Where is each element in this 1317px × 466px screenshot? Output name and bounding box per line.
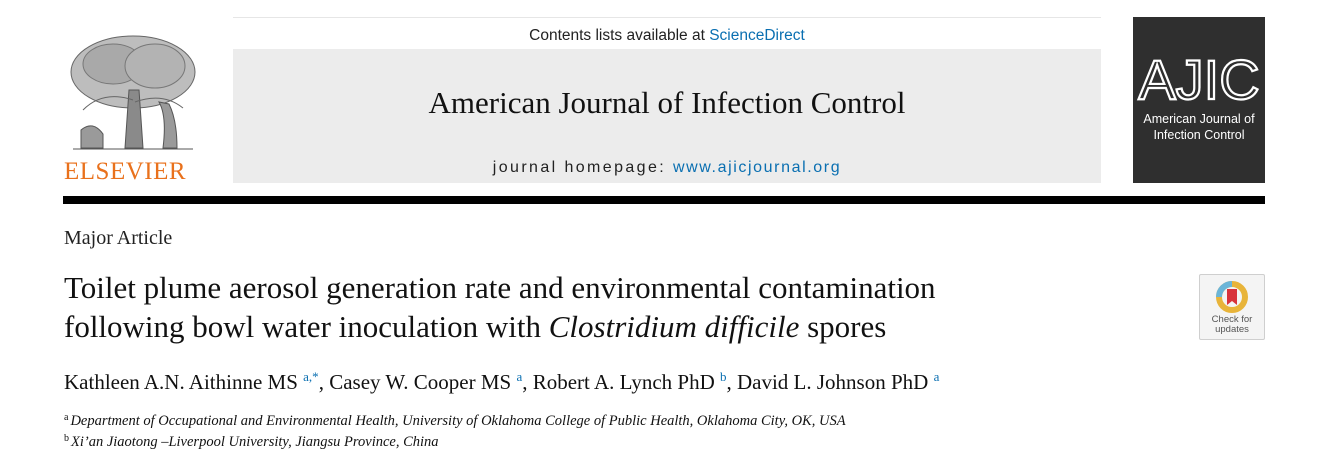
check-label-line2: updates xyxy=(1215,324,1249,335)
author-list: Kathleen A.N. Aithinne MS a,*, Casey W. … xyxy=(64,369,939,395)
check-for-updates-label: Check for updates xyxy=(1200,315,1264,335)
title-line-2-pre: following bowl water inoculation with xyxy=(64,309,541,344)
affiliation-mark: b xyxy=(64,433,69,444)
header-rule xyxy=(63,196,1265,204)
elsevier-wordmark: ELSEVIER xyxy=(64,158,187,185)
article-type: Major Article xyxy=(64,227,173,249)
elsevier-tree-icon xyxy=(70,35,196,150)
ajic-subtitle-line2: Infection Control xyxy=(1153,128,1245,142)
author-name: Kathleen A.N. Aithinne MS xyxy=(64,370,298,394)
author-name: David L. Johnson PhD xyxy=(736,370,929,394)
banner-top-rule xyxy=(233,17,1101,18)
author[interactable]: Casey W. Cooper MS a, xyxy=(329,369,533,394)
affiliation-text: Xi’an Jiaotong –Liverpool University, Ji… xyxy=(71,434,439,450)
ajic-subtitle-line1: American Journal of xyxy=(1143,112,1255,126)
title-line-2-post: spores xyxy=(807,309,887,344)
ajic-logo-icon: AJIC xyxy=(1137,47,1261,107)
title-organism: Clostridium difficile xyxy=(548,309,800,344)
homepage-line: journal homepage: www.ajicjournal.org xyxy=(233,159,1101,177)
crossmark-icon xyxy=(1216,281,1248,313)
author[interactable]: David L. Johnson PhD a xyxy=(736,369,940,394)
contents-prefix: Contents lists available at xyxy=(529,27,705,44)
affiliation-mark: a xyxy=(64,412,69,423)
ajic-subtitle: American Journal of Infection Control xyxy=(1133,111,1265,143)
article-title: Toilet plume aerosol generation rate and… xyxy=(64,268,1144,346)
check-for-updates-button[interactable]: Check for updates xyxy=(1199,274,1265,340)
homepage-link[interactable]: www.ajicjournal.org xyxy=(672,159,842,176)
author-affil-mark[interactable]: a,* xyxy=(303,369,319,384)
affiliation-text: Department of Occupational and Environme… xyxy=(70,413,846,429)
affiliation: b Xi’an Jiaotong –Liverpool University, J… xyxy=(64,433,439,451)
contents-line: Contents lists available at ScienceDirec… xyxy=(233,27,1101,49)
author-affil-mark[interactable]: a xyxy=(933,369,940,384)
affiliation: a Department of Occupational and Environm… xyxy=(64,412,846,430)
ajic-abbrev: AJIC xyxy=(1138,48,1259,107)
elsevier-logo xyxy=(63,30,203,186)
check-label-line1: Check for xyxy=(1211,314,1253,325)
journal-banner: Contents lists available at ScienceDirec… xyxy=(233,27,1101,183)
sciencedirect-link[interactable]: ScienceDirect xyxy=(709,27,805,44)
title-line-1: Toilet plume aerosol generation rate and… xyxy=(64,270,936,305)
author[interactable]: Kathleen A.N. Aithinne MS a,*, xyxy=(64,369,330,394)
homepage-prefix: journal homepage: xyxy=(492,159,667,176)
ajic-cover[interactable]: AJIC American Journal of Infection Contr… xyxy=(1133,17,1265,183)
author-name: Robert A. Lynch PhD xyxy=(532,370,715,394)
title-line-2: following bowl water inoculation with Cl… xyxy=(64,307,1144,346)
author[interactable]: Robert A. Lynch PhD b, xyxy=(532,369,737,394)
author-affil-mark[interactable]: b xyxy=(719,369,727,384)
journal-title: American Journal of Infection Control xyxy=(428,85,906,120)
author-name: Casey W. Cooper MS xyxy=(329,370,512,394)
author-affil-mark[interactable]: a xyxy=(516,369,523,384)
